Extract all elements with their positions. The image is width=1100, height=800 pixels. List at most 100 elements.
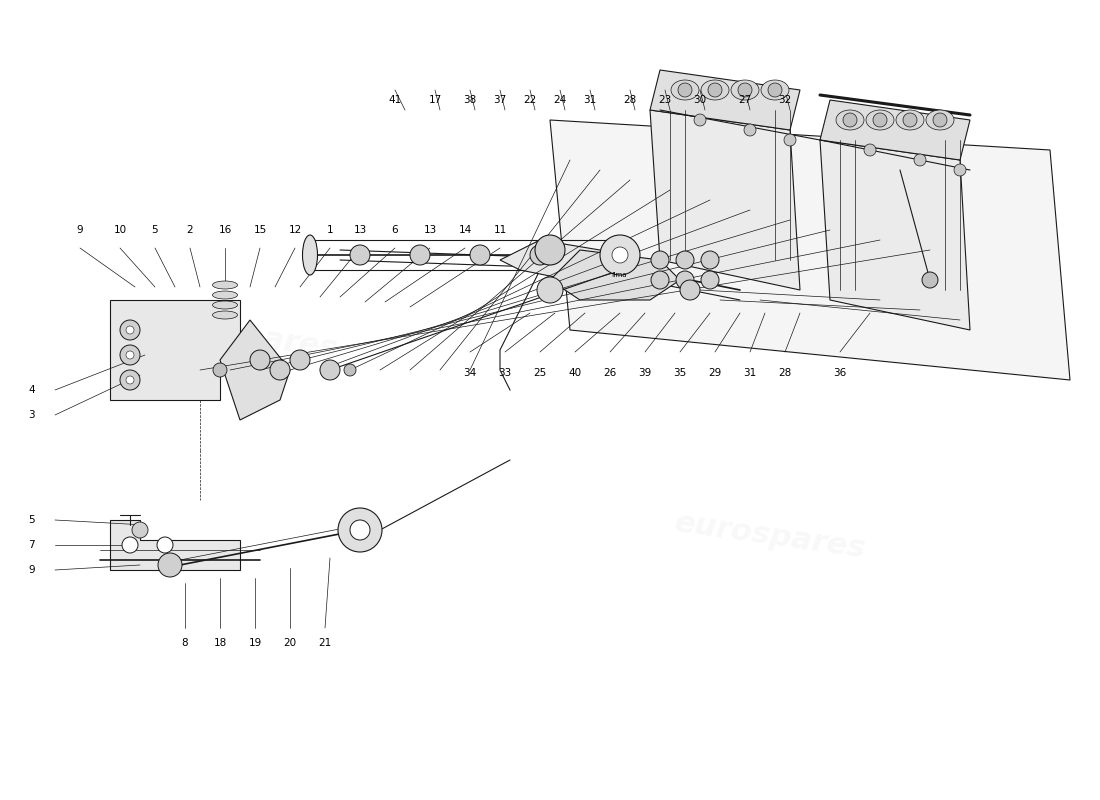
- Text: 27: 27: [738, 95, 751, 105]
- Circle shape: [537, 277, 563, 303]
- Circle shape: [157, 537, 173, 553]
- Polygon shape: [820, 100, 970, 160]
- Circle shape: [676, 251, 694, 269]
- Text: fima: fima: [613, 272, 628, 278]
- Circle shape: [694, 114, 706, 126]
- Ellipse shape: [836, 110, 864, 130]
- Text: 7: 7: [29, 540, 35, 550]
- Polygon shape: [550, 120, 1070, 380]
- Circle shape: [250, 350, 270, 370]
- Circle shape: [344, 364, 356, 376]
- Ellipse shape: [926, 110, 954, 130]
- Circle shape: [903, 113, 917, 127]
- Text: 33: 33: [498, 368, 512, 378]
- Ellipse shape: [212, 281, 238, 289]
- Circle shape: [708, 83, 722, 97]
- Text: 8: 8: [182, 638, 188, 648]
- Circle shape: [954, 164, 966, 176]
- Text: 34: 34: [463, 368, 476, 378]
- Text: 23: 23: [659, 95, 672, 105]
- Ellipse shape: [212, 291, 238, 299]
- Circle shape: [843, 113, 857, 127]
- Text: 2: 2: [187, 225, 194, 235]
- Text: 10: 10: [113, 225, 127, 235]
- Ellipse shape: [212, 301, 238, 309]
- Circle shape: [126, 351, 134, 359]
- Circle shape: [873, 113, 887, 127]
- Text: 1: 1: [327, 225, 333, 235]
- Polygon shape: [110, 300, 240, 400]
- Circle shape: [120, 320, 140, 340]
- Circle shape: [701, 271, 719, 289]
- Text: 30: 30: [693, 95, 706, 105]
- Ellipse shape: [302, 235, 318, 275]
- Polygon shape: [650, 70, 800, 130]
- Ellipse shape: [212, 311, 238, 319]
- Circle shape: [535, 235, 565, 265]
- Circle shape: [350, 245, 370, 265]
- Circle shape: [914, 154, 926, 166]
- Text: 11: 11: [494, 225, 507, 235]
- Text: 21: 21: [318, 638, 331, 648]
- Circle shape: [701, 251, 719, 269]
- Text: 15: 15: [253, 225, 266, 235]
- Text: 4: 4: [29, 385, 35, 395]
- Circle shape: [120, 345, 140, 365]
- Circle shape: [126, 326, 134, 334]
- Circle shape: [680, 280, 700, 300]
- Text: 20: 20: [284, 638, 297, 648]
- Circle shape: [320, 360, 340, 380]
- Ellipse shape: [671, 80, 698, 100]
- Polygon shape: [220, 320, 290, 420]
- Text: 32: 32: [779, 95, 792, 105]
- Circle shape: [678, 83, 692, 97]
- Text: 14: 14: [459, 225, 472, 235]
- Text: 24: 24: [553, 95, 566, 105]
- Text: 37: 37: [494, 95, 507, 105]
- Text: 9: 9: [29, 565, 35, 575]
- Text: 13: 13: [424, 225, 437, 235]
- Text: 31: 31: [583, 95, 596, 105]
- Text: 40: 40: [569, 368, 582, 378]
- Circle shape: [290, 350, 310, 370]
- Ellipse shape: [701, 80, 729, 100]
- Text: 17: 17: [428, 95, 441, 105]
- Circle shape: [410, 245, 430, 265]
- Text: 36: 36: [834, 368, 847, 378]
- Circle shape: [651, 271, 669, 289]
- Text: 26: 26: [604, 368, 617, 378]
- Text: eurospares: eurospares: [144, 308, 340, 364]
- Circle shape: [600, 235, 640, 275]
- Circle shape: [530, 245, 550, 265]
- Text: 35: 35: [673, 368, 686, 378]
- Circle shape: [922, 272, 938, 288]
- Text: 6: 6: [392, 225, 398, 235]
- Circle shape: [338, 508, 382, 552]
- Ellipse shape: [866, 110, 894, 130]
- Polygon shape: [820, 140, 970, 330]
- Polygon shape: [550, 250, 680, 300]
- Circle shape: [738, 83, 752, 97]
- Text: 38: 38: [463, 95, 476, 105]
- Text: 39: 39: [638, 368, 651, 378]
- Circle shape: [122, 537, 138, 553]
- Circle shape: [744, 124, 756, 136]
- Text: 29: 29: [708, 368, 722, 378]
- Ellipse shape: [896, 110, 924, 130]
- Text: 28: 28: [779, 368, 792, 378]
- Text: 5: 5: [152, 225, 158, 235]
- Text: 9: 9: [77, 225, 84, 235]
- Polygon shape: [110, 520, 240, 570]
- Text: 22: 22: [524, 95, 537, 105]
- Polygon shape: [650, 110, 800, 290]
- Circle shape: [470, 245, 490, 265]
- Polygon shape: [500, 240, 640, 290]
- Text: 25: 25: [534, 368, 547, 378]
- Circle shape: [270, 360, 290, 380]
- Ellipse shape: [732, 80, 759, 100]
- Ellipse shape: [761, 80, 789, 100]
- Circle shape: [676, 271, 694, 289]
- Circle shape: [120, 370, 140, 390]
- Text: 18: 18: [213, 638, 227, 648]
- Circle shape: [651, 251, 669, 269]
